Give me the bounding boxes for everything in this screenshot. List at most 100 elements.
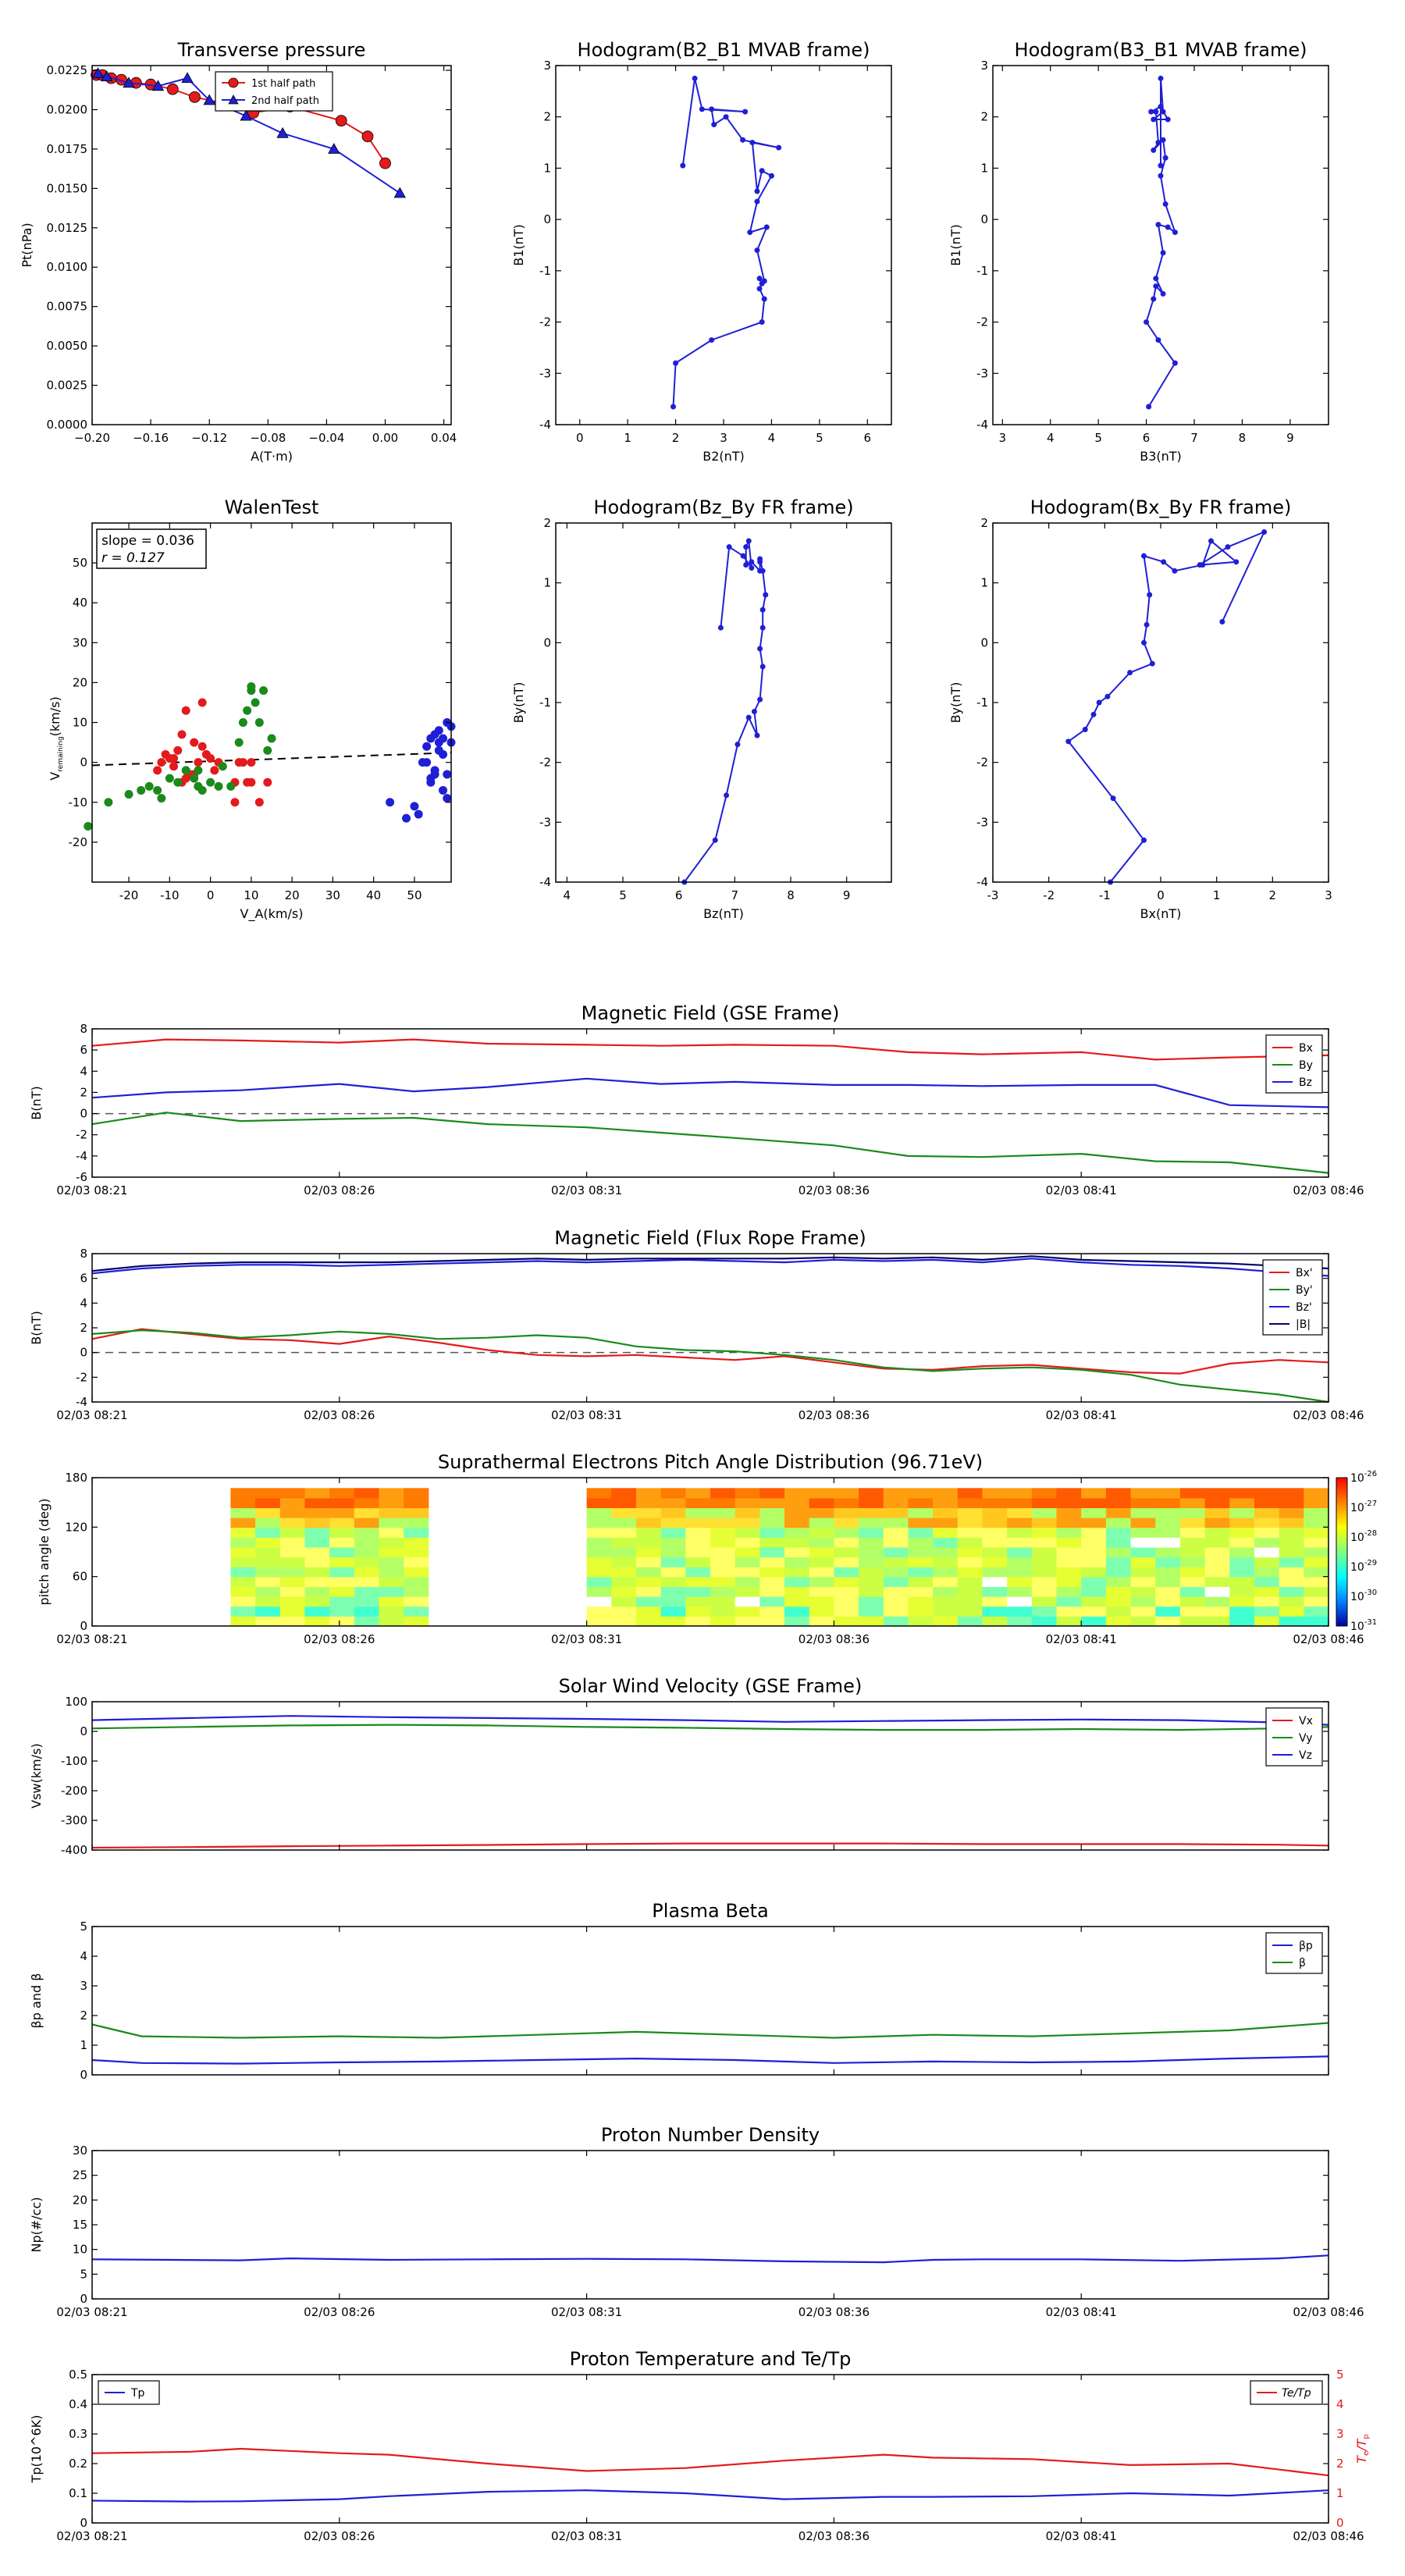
y-tick-label: 1 (543, 161, 551, 175)
heatmap-cell (354, 1497, 379, 1509)
heatmap-cell (759, 1606, 785, 1617)
heatmap-cell (710, 1527, 736, 1538)
data-point (335, 115, 347, 127)
heatmap-cell (685, 1596, 711, 1607)
y-tick-label: 10 (73, 2243, 87, 2257)
x-tick-label: 7 (731, 888, 739, 902)
heatmap-cell (759, 1576, 785, 1588)
heatmap-cell (1031, 1606, 1058, 1617)
data-point (144, 781, 154, 791)
data-point (1225, 544, 1231, 550)
heatmap-cell (1155, 1507, 1181, 1518)
data-point (206, 754, 215, 763)
heatmap-cell (1031, 1596, 1058, 1607)
x-tick-label: -20 (119, 888, 139, 902)
y-tick-label: 0.5 (69, 2368, 87, 2382)
chart-pad: Suprathermal Electrons Pitch Angle Distr… (37, 1451, 1377, 1646)
y-tick-label: 0 (80, 1724, 87, 1738)
plot-frame (91, 2150, 1329, 2300)
heatmap-cell (1007, 1616, 1033, 1627)
heatmap-cell (586, 1596, 612, 1607)
heatmap-cell (859, 1557, 884, 1567)
heatmap-cell (982, 1596, 1008, 1607)
heatmap-cell (1007, 1488, 1033, 1499)
x-tick-label: −0.20 (74, 431, 110, 445)
data-point (157, 794, 166, 803)
data-point (1261, 529, 1268, 535)
heatmap-cell (1105, 1586, 1132, 1597)
y-tick-label: 2 (980, 110, 988, 124)
data-point (754, 732, 760, 738)
heatmap-cell (635, 1497, 662, 1509)
y-tick-label: -2 (976, 756, 988, 770)
heatmap-cell (255, 1537, 281, 1548)
heatmap-cell (1081, 1576, 1107, 1588)
y-tick-label: 4 (80, 1296, 87, 1310)
data-point (1144, 319, 1150, 326)
heatmap-cell (1204, 1586, 1230, 1597)
y-tick-label: -400 (61, 1843, 87, 1857)
series-line (91, 2447, 1329, 2477)
data-point (414, 809, 423, 819)
time-tick-label: 02/03 08:41 (1046, 1408, 1117, 1422)
heatmap-cell (1179, 1616, 1206, 1627)
heatmap-cell (1031, 1488, 1058, 1499)
heatmap-cell (933, 1497, 959, 1509)
heatmap-cell (908, 1527, 934, 1538)
plot-frame (91, 1477, 1329, 1627)
heatmap-cell (354, 1576, 379, 1588)
heatmap-cell (255, 1606, 281, 1617)
heatmap-cell (1304, 1576, 1329, 1588)
data-point (234, 738, 244, 747)
heatmap-cell (1279, 1517, 1304, 1528)
data-point (1096, 699, 1102, 706)
x-tick-label: −0.12 (191, 431, 227, 445)
plot-frame (91, 1253, 1329, 1403)
heatmap-cell (1130, 1547, 1156, 1558)
series-line (91, 1112, 1329, 1174)
heatmap-cell (933, 1616, 959, 1627)
heatmap-cell (859, 1488, 884, 1499)
heatmap-cell (1279, 1507, 1304, 1518)
heatmap-cell (834, 1517, 859, 1528)
heatmap-cell (759, 1488, 785, 1499)
data-point (1149, 660, 1155, 667)
data-point (181, 706, 190, 715)
heatmap-cell (586, 1616, 612, 1627)
legend-label: Bx' (1296, 1267, 1313, 1279)
heatmap-cell (1007, 1586, 1033, 1597)
heatmap-cell (1105, 1616, 1132, 1627)
annotation-slope: slope = 0.036 (101, 533, 194, 549)
x-axis-label: A(T·m) (251, 449, 293, 464)
heatmap-cell (230, 1507, 256, 1518)
heatmap-cell (1254, 1586, 1280, 1597)
heatmap-cell (1130, 1488, 1156, 1499)
heatmap-cell (957, 1517, 983, 1528)
heatmap-cell (784, 1547, 810, 1558)
legend-label: Bz (1299, 1076, 1312, 1089)
data-point (759, 664, 766, 670)
heatmap-cell (304, 1606, 330, 1617)
heatmap-cell (329, 1596, 355, 1607)
heatmap-cell (255, 1586, 281, 1597)
heatmap-cell (982, 1547, 1008, 1558)
heatmap-cell (586, 1527, 612, 1538)
x-tick-label: 20 (285, 888, 300, 902)
heatmap-cell (1179, 1488, 1206, 1499)
x-tick-label: 1 (1213, 888, 1221, 902)
y-tick-label: 0 (80, 2516, 87, 2530)
heatmap-cell (354, 1547, 379, 1558)
heatmap-cell (834, 1576, 859, 1588)
y-tick-label: -2 (539, 756, 551, 770)
data-point (123, 76, 135, 88)
x-tick-label: 50 (407, 888, 422, 902)
heatmap-cell (1279, 1616, 1304, 1627)
heatmap-cell (611, 1616, 637, 1627)
heatmap-cell (1204, 1576, 1230, 1588)
heatmap-cell (230, 1586, 256, 1597)
heatmap-cell (404, 1527, 429, 1538)
heatmap-cell (635, 1527, 662, 1538)
heatmap-cell (660, 1606, 686, 1617)
heatmap-cell (660, 1616, 686, 1627)
data-point (768, 173, 774, 179)
